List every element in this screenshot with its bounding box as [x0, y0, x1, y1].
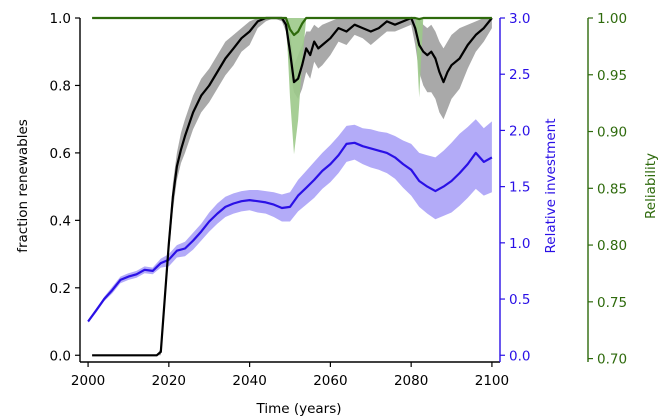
x-tick-label: 2020 [152, 373, 186, 389]
left-tick-label: 1.0 [50, 11, 71, 27]
left-tick-label: 0.8 [50, 78, 71, 94]
investment-band [88, 119, 492, 323]
right-1-tick-label: 0.5 [509, 292, 530, 308]
left-tick-label: 0.4 [50, 213, 71, 229]
right-1-tick-label: 1.5 [509, 180, 530, 196]
right-axis-2-title: Reliability [643, 153, 659, 219]
right-1-tick-label: 3.0 [509, 11, 530, 27]
x-tick-label: 2040 [232, 373, 266, 389]
renewables-line [92, 16, 493, 357]
left-tick-label: 0.0 [50, 348, 71, 364]
x-axis-title: Time (years) [255, 401, 341, 417]
right-1-tick-label: 2.5 [509, 67, 530, 83]
right-1-tick-label: 2.0 [509, 123, 530, 139]
right-axis-1-title: Relative investment [543, 119, 559, 254]
left-tick-label: 0.6 [50, 146, 71, 162]
x-tick-label: 2060 [313, 373, 347, 389]
right-2-tick-label: 0.90 [597, 125, 627, 141]
right-2-tick-label: 0.80 [597, 238, 627, 254]
renewables-band [92, 18, 492, 356]
x-tick-label: 2100 [475, 373, 509, 389]
reliability-band [92, 18, 492, 155]
left-tick-label: 0.2 [50, 281, 71, 297]
left-axis-title: fraction renewables [15, 119, 31, 253]
right-1-tick-label: 0.0 [509, 348, 530, 364]
x-tick-label: 2080 [394, 373, 428, 389]
x-tick-label: 2000 [71, 373, 105, 389]
reliability-line [92, 16, 492, 37]
right-2-tick-label: 0.75 [597, 295, 627, 311]
right-2-tick-label: 0.70 [597, 352, 627, 368]
right-2-tick-label: 0.95 [597, 68, 627, 84]
right-1-tick-label: 1.0 [509, 236, 530, 252]
investment-line [87, 141, 493, 323]
right-2-tick-label: 1.00 [597, 11, 627, 27]
right-2-tick-label: 0.85 [597, 181, 627, 197]
